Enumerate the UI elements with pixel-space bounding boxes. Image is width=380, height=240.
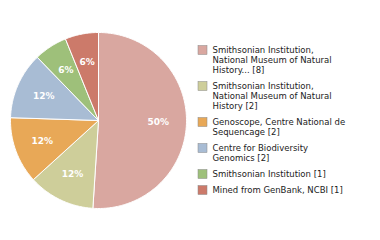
svg-text:12%: 12%	[32, 136, 54, 146]
svg-text:6%: 6%	[58, 65, 73, 75]
svg-text:12%: 12%	[33, 91, 55, 101]
svg-text:6%: 6%	[79, 57, 94, 67]
svg-text:Smithsonian Institution,Nation: Smithsonian Institution,National Museum …	[213, 81, 332, 111]
svg-text:Smithsonian Institution,Nation: Smithsonian Institution,National Museum …	[213, 45, 332, 75]
svg-text:Genoscope, Centre National deS: Genoscope, Centre National deSequencage …	[213, 117, 346, 137]
svg-text:Centre for BiodiversityGenomic: Centre for BiodiversityGenomics [2]	[213, 143, 309, 163]
svg-text:12%: 12%	[62, 169, 84, 179]
svg-text:Mined from GenBank, NCBI [1]: Mined from GenBank, NCBI [1]	[213, 185, 343, 195]
svg-text:50%: 50%	[148, 117, 170, 127]
svg-text:Smithsonian Institution [1]: Smithsonian Institution [1]	[213, 169, 326, 179]
